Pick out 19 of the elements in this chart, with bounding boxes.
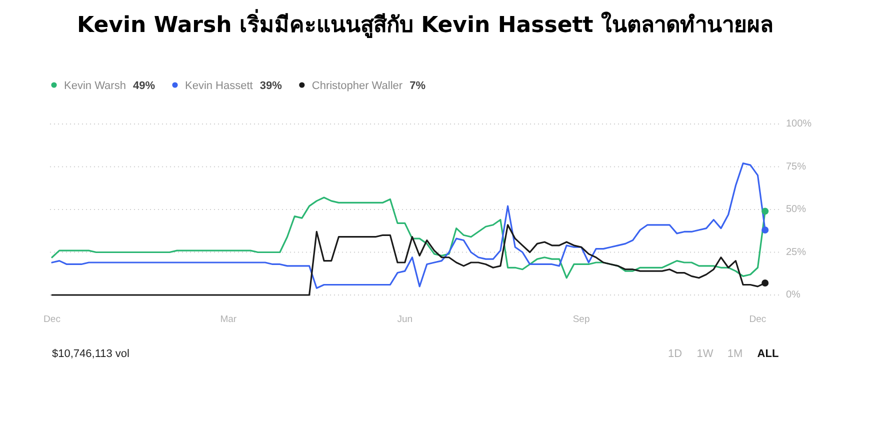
legend-label: Kevin Hassett 39%	[184, 80, 282, 92]
x-tick-label: Sep	[572, 314, 590, 325]
y-tick-label: 100%	[786, 118, 812, 130]
text: $10,746,113 vol	[52, 348, 130, 360]
text: 1M	[727, 348, 743, 360]
legend-label: Kevin Warsh 49%	[64, 80, 156, 92]
x-tick-label: Dec	[749, 314, 766, 325]
text: 1W	[696, 348, 714, 360]
y-tick-label: 0%	[786, 290, 801, 301]
text: 1D	[668, 348, 682, 360]
text: ALL	[757, 348, 779, 360]
x-tick-label: Dec	[44, 314, 61, 325]
chart-title: Kevin Warsh เริ่มมีคะแนนสูสีกับ Kevin Hassett ในตลาดทำนายผล	[77, 8, 773, 39]
x-tick-label: Mar	[220, 314, 237, 325]
y-tick-label: 75%	[786, 161, 806, 172]
y-tick-label: 25%	[786, 246, 806, 258]
y-tick-label: 50%	[786, 204, 806, 216]
x-tick-label: Jun	[397, 314, 413, 325]
legend-label: Christopher Waller 7%	[312, 80, 426, 92]
